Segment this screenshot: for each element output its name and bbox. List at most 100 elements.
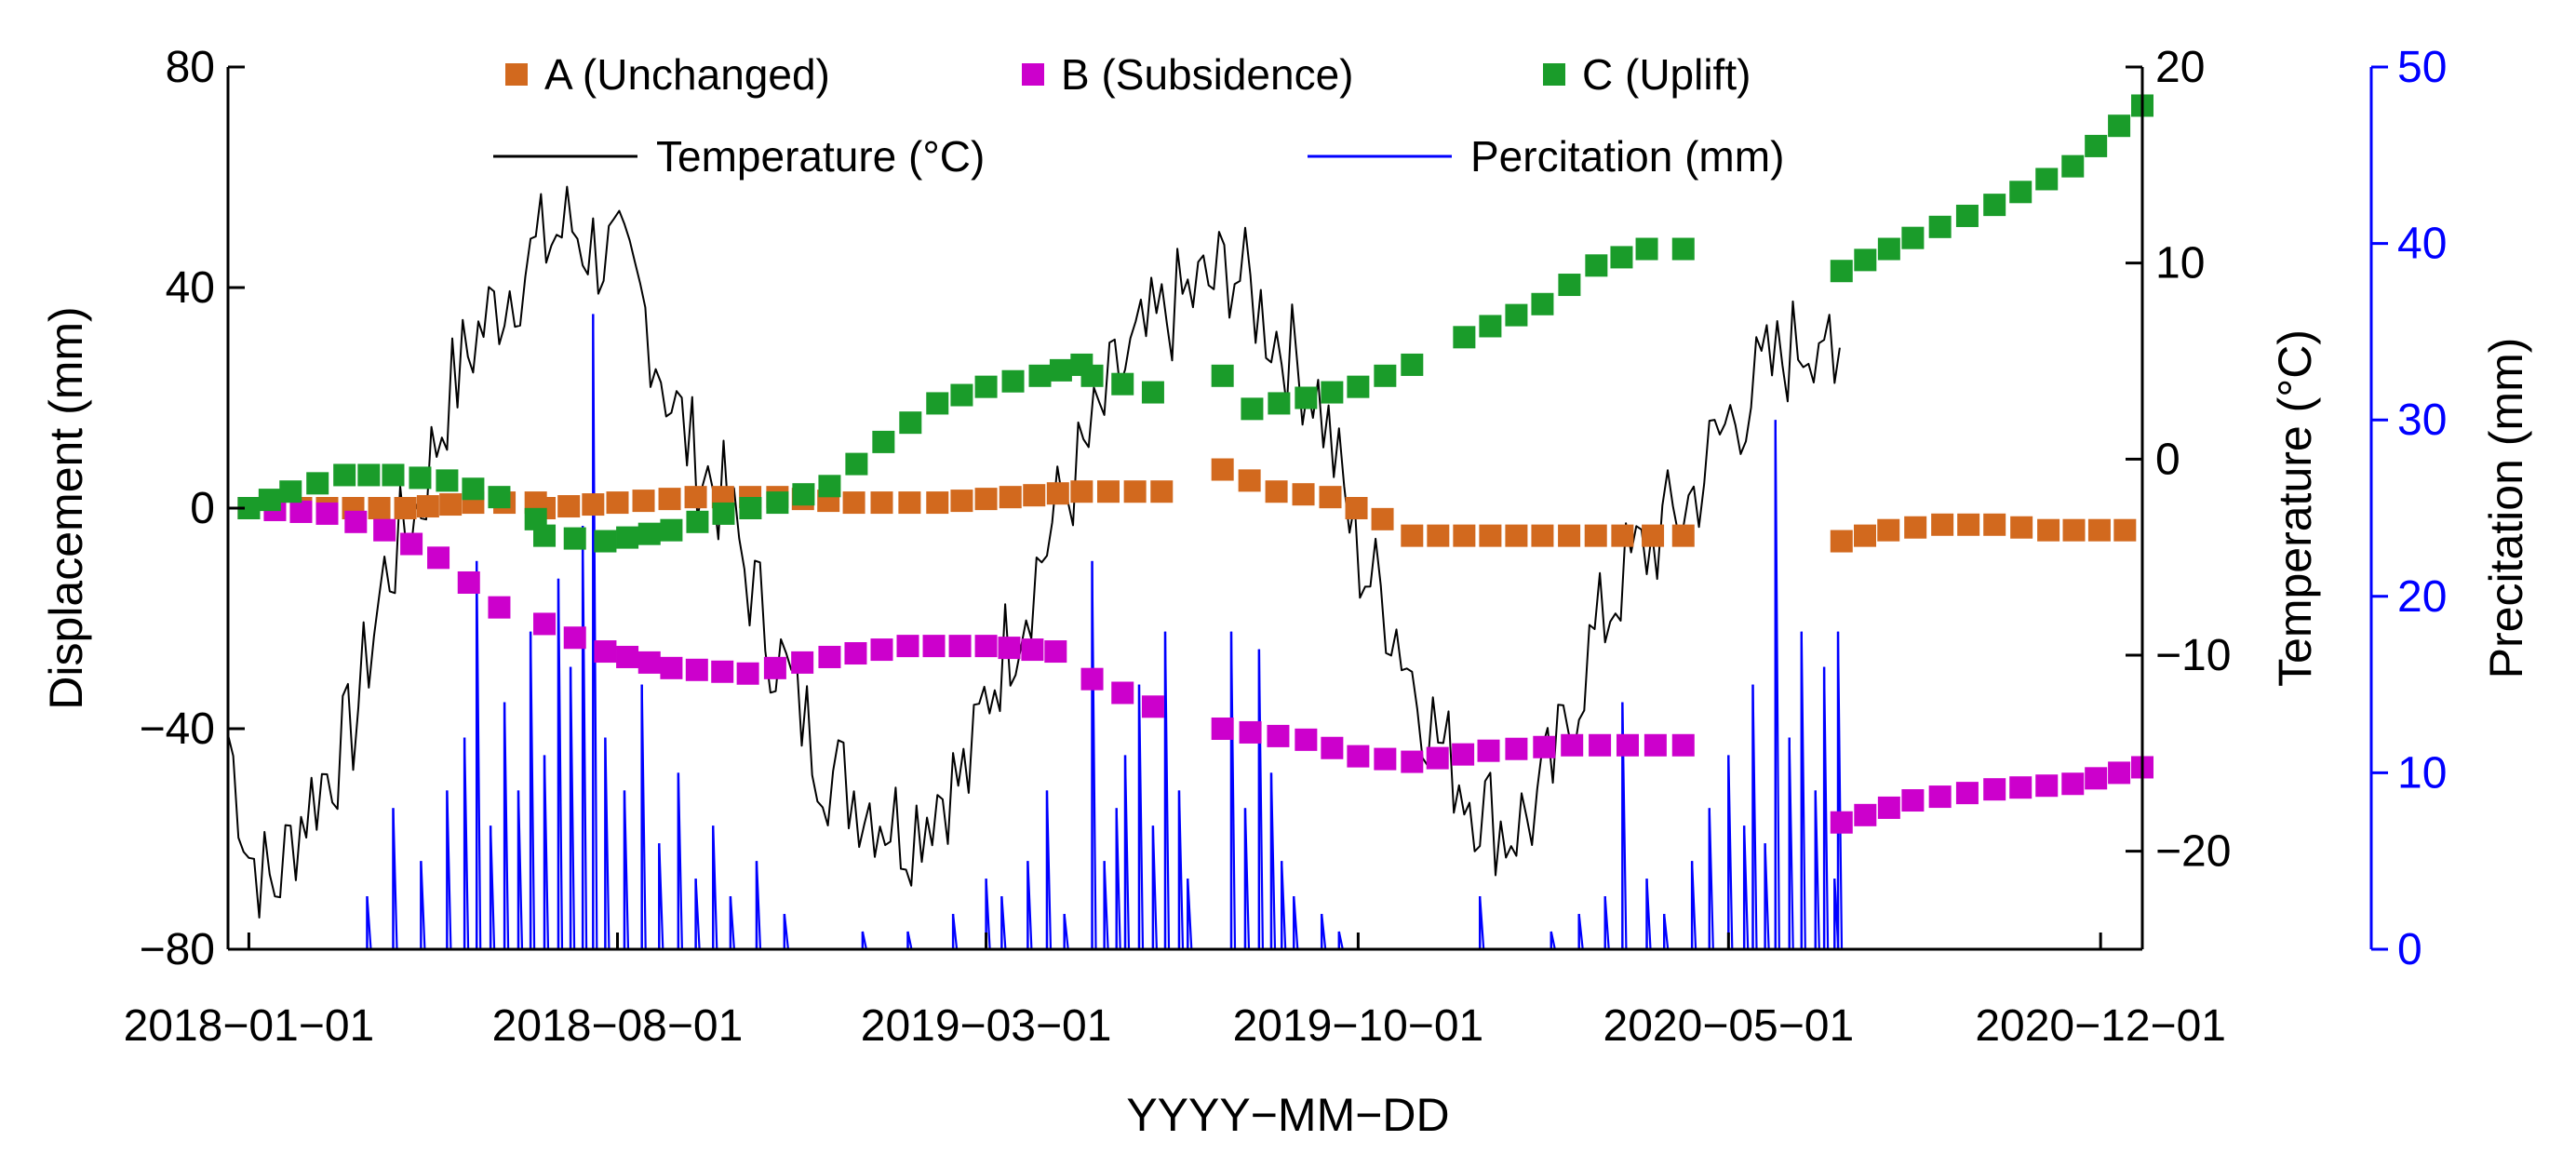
- displacement-marker: [2108, 761, 2131, 785]
- displacement-marker: [488, 596, 511, 619]
- displacement-marker: [1374, 747, 1397, 771]
- displacement-marker: [1561, 733, 1584, 757]
- displacement-marker: [1983, 513, 2006, 536]
- displacement-marker: [1295, 728, 1318, 751]
- displacement-marker: [685, 658, 708, 681]
- displacement-marker: [1401, 353, 1424, 376]
- displacement-marker: [1211, 364, 1234, 387]
- temp-tick-label: 0: [2155, 435, 2180, 484]
- displacement-marker: [926, 392, 949, 415]
- left-tick-label: 40: [166, 263, 215, 313]
- displacement-marker: [870, 491, 893, 515]
- displacement-marker: [998, 637, 1021, 660]
- left-tick-label: −40: [140, 704, 215, 754]
- displacement-marker: [1046, 482, 1069, 505]
- series-2-markers: [237, 94, 2153, 553]
- displacement-marker: [791, 651, 814, 674]
- displacement-marker: [1585, 254, 1608, 277]
- displacement-marker: [870, 638, 893, 662]
- displacement-marker: [357, 463, 381, 487]
- displacement-marker: [974, 635, 998, 658]
- displacement-marker: [462, 477, 485, 501]
- displacement-marker: [557, 495, 581, 518]
- legend-label: C (Uplift): [1582, 50, 1751, 99]
- displacement-marker: [2009, 181, 2033, 204]
- displacement-marker: [739, 497, 762, 519]
- displacement-marker: [1321, 381, 1344, 404]
- displacement-marker: [1347, 375, 1370, 398]
- displacement-marker: [1505, 737, 1528, 760]
- x-tick-label: 2020−12−01: [1975, 1001, 2226, 1051]
- temp-tick-label: −10: [2155, 631, 2231, 680]
- displacement-marker: [660, 518, 683, 542]
- displacement-marker: [844, 642, 867, 665]
- displacement-marker: [1453, 524, 1476, 547]
- displacement-marker: [1830, 811, 1853, 834]
- displacement-marker: [1479, 315, 1502, 338]
- displacement-marker: [1477, 739, 1500, 762]
- displacement-marker: [1854, 248, 1877, 272]
- displacement-marker: [439, 493, 463, 517]
- displacement-marker: [563, 527, 586, 550]
- displacement-marker: [457, 570, 480, 594]
- displacement-marker: [1265, 480, 1288, 503]
- temperature-series: [227, 185, 1841, 919]
- displacement-marker: [1241, 397, 1264, 421]
- displacement-marker: [1049, 358, 1072, 382]
- displacement-marker: [1901, 789, 1925, 812]
- displacement-marker: [1983, 778, 2006, 801]
- displacement-marker: [488, 486, 511, 509]
- displacement-marker: [2108, 114, 2131, 138]
- displacement-marker: [1141, 695, 1164, 718]
- displacement-marker: [660, 656, 683, 679]
- displacement-marker: [2061, 772, 2085, 796]
- displacement-marker: [1239, 720, 1262, 744]
- displacement-marker: [1671, 733, 1695, 757]
- displacement-marker: [1830, 530, 1853, 553]
- displacement-marker: [1319, 486, 1342, 509]
- displacement-marker: [1427, 524, 1450, 547]
- displacement-marker: [1111, 681, 1134, 704]
- displacement-marker: [1479, 524, 1502, 547]
- displacement-marker: [258, 489, 281, 512]
- displacement-marker: [1452, 743, 1475, 766]
- displacement-marker: [279, 480, 302, 503]
- displacement-marker: [2010, 516, 2033, 539]
- displacement-marker: [409, 466, 432, 490]
- displacement-marker: [1426, 746, 1449, 770]
- left-tick-label: 0: [190, 484, 215, 533]
- temp-tick-label: 10: [2155, 239, 2205, 288]
- displacement-marker: [1028, 364, 1052, 387]
- series-0-markers: [237, 458, 2137, 553]
- displacement-marker: [606, 491, 629, 515]
- displacement-marker: [766, 491, 789, 515]
- displacement-marker: [333, 463, 356, 487]
- displacement-marker: [582, 493, 605, 517]
- x-tick-label: 2019−03−01: [861, 1001, 1112, 1051]
- displacement-marker: [637, 522, 661, 545]
- displacement-marker: [686, 510, 709, 533]
- displacement-marker: [1044, 640, 1067, 664]
- displacement-marker: [1505, 524, 1528, 547]
- displacement-marker: [711, 660, 734, 683]
- displacement-marker: [1401, 750, 1424, 773]
- displacement-marker: [684, 486, 707, 509]
- displacement-marker: [896, 635, 919, 658]
- displacement-marker: [2035, 774, 2059, 798]
- displacement-marker: [1955, 204, 1979, 227]
- displacement-marker: [736, 662, 759, 685]
- displacement-marker: [974, 375, 998, 398]
- displacement-marker: [1531, 292, 1554, 315]
- displacement-marker: [1347, 745, 1370, 768]
- displacement-marker: [1610, 246, 1633, 269]
- displacement-marker: [818, 645, 841, 668]
- displacement-marker: [899, 411, 922, 435]
- precip-tick-label: 30: [2397, 396, 2447, 445]
- legend-label: A (Unchanged): [544, 50, 830, 99]
- displacement-marker: [1211, 458, 1234, 481]
- left-tick-label: −80: [140, 925, 215, 974]
- displacement-marker: [315, 502, 339, 525]
- displacement-marker: [1928, 785, 1952, 809]
- displacement-marker: [436, 469, 459, 492]
